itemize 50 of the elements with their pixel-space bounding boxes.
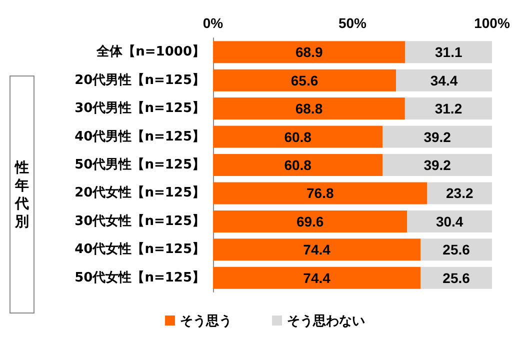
y-tick-label: 20代男性【n=125】 xyxy=(74,72,205,88)
data-label: 39.2 xyxy=(424,128,452,145)
bar xyxy=(396,69,492,92)
y-tick-label: 40代男性【n=125】 xyxy=(74,128,205,144)
y-tick-label: 30代男性【n=125】 xyxy=(74,100,205,116)
x-tick-label: 50% xyxy=(338,15,368,31)
y-tick-label: 30代女性【n=125】 xyxy=(74,212,205,229)
y-tick-label: 40代女性【n=125】 xyxy=(74,241,205,258)
bar xyxy=(213,69,396,92)
bar xyxy=(407,210,492,232)
legend-label: そう思う xyxy=(180,313,232,328)
data-label: 30.4 xyxy=(436,213,464,230)
y-tick-label: 20代女性【n=125】 xyxy=(74,184,205,201)
data-label: 31.1 xyxy=(434,44,462,60)
y-tick-label: 50代男性【n=125】 xyxy=(74,156,205,172)
x-tick-label: 0% xyxy=(202,15,224,31)
data-label: 34.4 xyxy=(430,72,458,88)
bar xyxy=(213,154,383,176)
y-tick-label: 50代女性【n=125】 xyxy=(74,269,205,286)
bar xyxy=(213,126,383,148)
data-label: 31.2 xyxy=(434,100,462,117)
data-label: 76.8 xyxy=(306,185,334,202)
data-label: 68.8 xyxy=(295,100,323,117)
data-label: 74.4 xyxy=(303,242,331,258)
data-label: 25.6 xyxy=(442,270,470,286)
data-label: 23.2 xyxy=(446,185,474,202)
bar xyxy=(213,98,405,120)
data-label: 69.6 xyxy=(296,213,324,230)
bar xyxy=(382,126,492,148)
bar xyxy=(382,154,492,176)
bar xyxy=(213,238,421,261)
x-tick-label: 100% xyxy=(474,15,510,31)
bar xyxy=(405,41,492,64)
data-label: 74.4 xyxy=(303,270,331,286)
data-label: 60.8 xyxy=(284,128,312,145)
data-label: 39.2 xyxy=(424,157,452,173)
bar xyxy=(213,182,428,204)
data-label: 65.6 xyxy=(290,72,318,88)
data-label: 25.6 xyxy=(442,242,470,258)
bar xyxy=(213,266,421,289)
bar xyxy=(213,41,406,64)
bar xyxy=(213,210,408,232)
legend-label: そう思わない xyxy=(287,313,365,328)
bar xyxy=(420,238,492,261)
bar xyxy=(404,98,492,120)
y-tick-label: 全体【n=1000】 xyxy=(96,44,205,60)
data-label: 60.8 xyxy=(284,157,312,173)
data-label: 68.9 xyxy=(295,44,323,60)
text: 性年代別 xyxy=(14,159,29,229)
bar xyxy=(420,266,492,289)
